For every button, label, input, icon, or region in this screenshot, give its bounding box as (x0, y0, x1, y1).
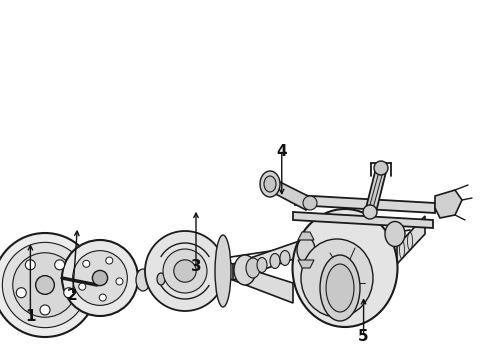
Text: 1: 1 (25, 309, 36, 324)
Ellipse shape (157, 273, 165, 285)
Polygon shape (293, 212, 433, 228)
Polygon shape (233, 234, 368, 280)
Polygon shape (435, 190, 462, 218)
Circle shape (99, 294, 106, 301)
Circle shape (303, 196, 317, 210)
Ellipse shape (293, 209, 397, 327)
Circle shape (174, 260, 196, 282)
Polygon shape (230, 263, 293, 303)
Ellipse shape (301, 239, 373, 317)
Ellipse shape (385, 221, 405, 247)
Ellipse shape (234, 255, 256, 285)
Circle shape (55, 260, 65, 270)
Circle shape (64, 288, 74, 298)
Ellipse shape (320, 255, 360, 321)
Circle shape (93, 270, 108, 285)
Circle shape (145, 231, 225, 311)
Ellipse shape (215, 235, 231, 307)
Polygon shape (368, 168, 384, 212)
Ellipse shape (270, 253, 280, 269)
Polygon shape (365, 168, 387, 212)
Circle shape (0, 233, 97, 337)
Circle shape (13, 253, 77, 317)
Polygon shape (397, 216, 425, 264)
Ellipse shape (280, 251, 290, 266)
Circle shape (16, 288, 26, 298)
Ellipse shape (148, 271, 157, 287)
Circle shape (163, 249, 207, 293)
Circle shape (2, 242, 88, 328)
Ellipse shape (260, 171, 280, 197)
Ellipse shape (136, 269, 150, 291)
Circle shape (62, 240, 138, 316)
Ellipse shape (326, 264, 354, 312)
Circle shape (374, 161, 388, 175)
Ellipse shape (297, 237, 315, 263)
Circle shape (36, 276, 54, 294)
Text: 2: 2 (67, 288, 78, 303)
Circle shape (73, 251, 127, 305)
Polygon shape (268, 178, 310, 210)
Polygon shape (295, 195, 435, 213)
Circle shape (25, 260, 35, 270)
Circle shape (40, 305, 50, 315)
Text: 4: 4 (276, 144, 287, 159)
Ellipse shape (257, 257, 267, 273)
Circle shape (116, 278, 123, 285)
Circle shape (79, 283, 86, 290)
Polygon shape (298, 232, 314, 240)
Ellipse shape (264, 176, 276, 192)
Circle shape (363, 205, 377, 219)
Circle shape (83, 260, 90, 267)
Polygon shape (298, 260, 314, 268)
Text: 3: 3 (191, 259, 201, 274)
Text: 5: 5 (358, 329, 369, 344)
Circle shape (106, 257, 113, 264)
Ellipse shape (246, 258, 260, 278)
